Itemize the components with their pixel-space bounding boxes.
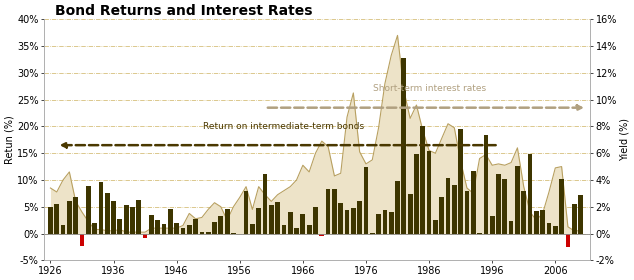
Bar: [294, 228, 299, 234]
Bar: [61, 225, 65, 234]
Bar: [527, 154, 533, 234]
Bar: [382, 210, 387, 234]
Bar: [67, 201, 72, 234]
Bar: [389, 212, 394, 234]
Bar: [326, 189, 330, 234]
Bar: [136, 200, 141, 234]
Bar: [48, 207, 53, 234]
Bar: [508, 221, 514, 234]
Bar: [243, 191, 249, 234]
Bar: [439, 197, 444, 234]
Bar: [490, 216, 495, 234]
Bar: [225, 209, 230, 234]
Bar: [408, 193, 413, 234]
Bar: [111, 201, 116, 234]
Bar: [471, 171, 476, 234]
Bar: [117, 219, 122, 234]
Bar: [578, 195, 583, 234]
Bar: [98, 182, 103, 234]
Bar: [313, 207, 318, 234]
Bar: [288, 213, 293, 234]
Bar: [351, 208, 356, 234]
Bar: [452, 185, 456, 234]
Bar: [301, 214, 305, 234]
Bar: [484, 135, 488, 234]
Bar: [332, 189, 337, 234]
Bar: [547, 223, 552, 234]
Bar: [358, 202, 362, 234]
Bar: [206, 232, 210, 234]
Bar: [149, 215, 154, 234]
Bar: [162, 224, 166, 234]
Bar: [376, 214, 381, 234]
Bar: [130, 207, 135, 234]
Bar: [458, 129, 463, 234]
Bar: [212, 222, 217, 234]
Bar: [364, 167, 368, 234]
Bar: [231, 233, 236, 234]
Bar: [281, 225, 287, 234]
Y-axis label: Retun (%): Retun (%): [4, 115, 14, 164]
Bar: [477, 233, 482, 234]
Bar: [420, 126, 425, 234]
Text: Return on intermediate-term bonds: Return on intermediate-term bonds: [204, 122, 365, 131]
Bar: [307, 225, 311, 234]
Bar: [320, 234, 324, 236]
Bar: [540, 210, 545, 234]
Y-axis label: Yield (%): Yield (%): [620, 118, 630, 161]
Bar: [200, 232, 204, 234]
Bar: [496, 174, 501, 234]
Bar: [250, 224, 255, 234]
Bar: [502, 179, 507, 234]
Bar: [446, 178, 450, 234]
Bar: [345, 211, 349, 234]
Bar: [105, 193, 110, 234]
Text: Short-term interest rates: Short-term interest rates: [373, 84, 486, 93]
Bar: [559, 179, 564, 234]
Bar: [553, 226, 558, 234]
Bar: [534, 211, 539, 234]
Bar: [155, 220, 160, 234]
Bar: [521, 191, 526, 234]
Bar: [80, 234, 84, 246]
Bar: [187, 225, 191, 234]
Bar: [219, 216, 223, 234]
Bar: [143, 234, 148, 238]
Bar: [55, 204, 59, 234]
Bar: [433, 220, 437, 234]
Bar: [339, 203, 343, 234]
Bar: [269, 206, 274, 234]
Bar: [515, 166, 520, 234]
Bar: [401, 58, 406, 234]
Bar: [414, 154, 419, 234]
Bar: [427, 151, 432, 234]
Bar: [92, 223, 97, 234]
Bar: [86, 186, 91, 234]
Bar: [275, 202, 280, 234]
Bar: [566, 234, 570, 247]
Bar: [465, 191, 469, 234]
Bar: [124, 205, 129, 234]
Bar: [174, 223, 179, 234]
Bar: [572, 204, 576, 234]
Bar: [370, 233, 375, 234]
Bar: [168, 209, 172, 234]
Bar: [181, 228, 185, 234]
Text: Bond Returns and Interest Rates: Bond Returns and Interest Rates: [55, 4, 313, 18]
Bar: [193, 219, 198, 234]
Bar: [256, 208, 261, 234]
Bar: [395, 181, 400, 234]
Bar: [74, 197, 78, 234]
Bar: [262, 174, 268, 234]
